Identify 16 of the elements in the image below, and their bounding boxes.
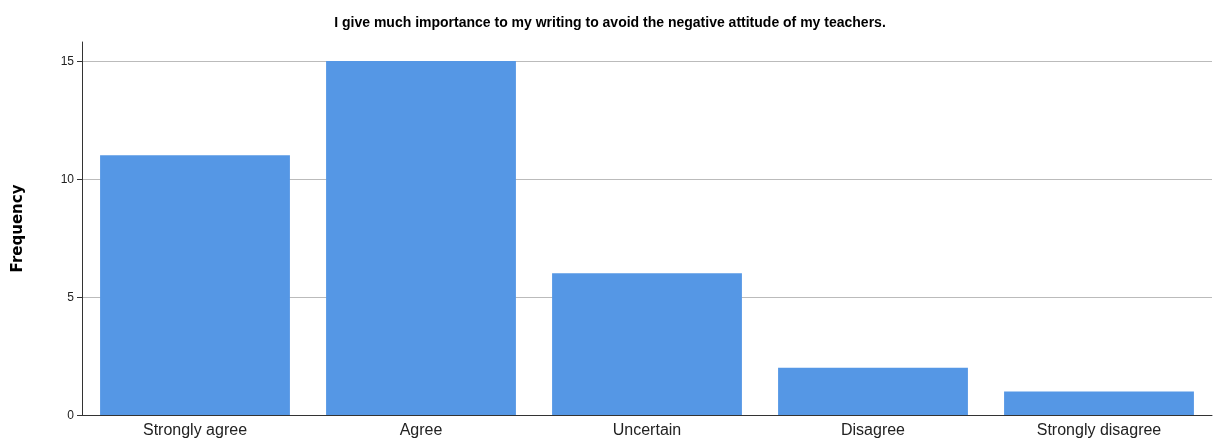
- bar: [1004, 391, 1194, 415]
- y-tick-label: 15: [60, 53, 75, 68]
- x-tick-label: Agree: [399, 420, 443, 438]
- y-tick-label: 0: [67, 408, 75, 422]
- x-tick-label: Disagree: [840, 420, 906, 438]
- x-tick-label: Strongly disagree: [1036, 420, 1162, 438]
- x-tick-label: Uncertain: [612, 420, 682, 438]
- bar: [326, 60, 516, 415]
- y-axis-title: Frequency: [7, 184, 26, 273]
- y-tick-label: 5: [67, 289, 75, 304]
- bar: [552, 273, 742, 415]
- x-tick-label: Strongly agree: [142, 420, 248, 438]
- chart-title: I give much importance to my writing to avoid the negative attitude of my teachers.: [334, 14, 886, 30]
- bar: [100, 155, 290, 415]
- y-tick-label: 10: [60, 171, 75, 186]
- bar: [778, 367, 968, 415]
